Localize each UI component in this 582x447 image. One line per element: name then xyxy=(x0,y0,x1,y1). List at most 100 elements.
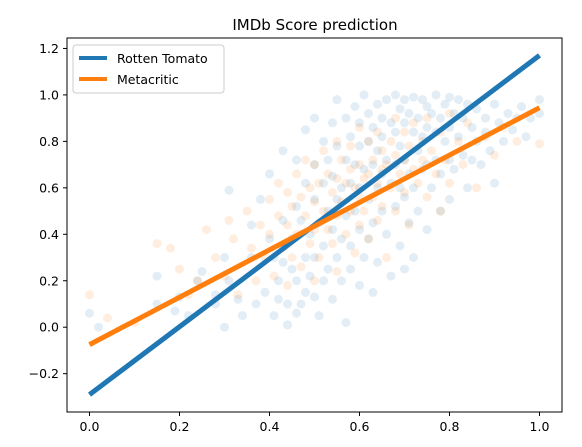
point-rotten-tomato-12 xyxy=(220,322,229,332)
point-metacritic-106 xyxy=(445,178,454,188)
point-metacritic-58 xyxy=(346,141,355,151)
point-metacritic-79 xyxy=(377,201,387,211)
point-metacritic-64 xyxy=(355,160,364,170)
point-rotten-tomato-31 xyxy=(283,299,292,309)
point-rotten-tomato-8 xyxy=(197,267,207,276)
point-metacritic-34 xyxy=(301,155,310,165)
point-rotten-tomato-143 xyxy=(427,109,436,118)
point-metacritic-32 xyxy=(296,192,306,202)
point-rotten-tomato-80 xyxy=(350,102,360,111)
point-metacritic-37 xyxy=(305,239,315,249)
point-metacritic-26 xyxy=(283,220,292,230)
point-rotten-tomato-165 xyxy=(467,122,477,132)
point-rotten-tomato-42 xyxy=(301,178,310,188)
point-metacritic-112 xyxy=(490,150,499,160)
point-rotten-tomato-149 xyxy=(436,169,445,179)
point-metacritic-77 xyxy=(377,146,387,156)
point-rotten-tomato-47 xyxy=(310,113,319,123)
point-rotten-tomato-30 xyxy=(278,257,288,267)
point-rotten-tomato-106 xyxy=(377,206,387,216)
point-metacritic-0 xyxy=(85,290,94,300)
point-metacritic-19 xyxy=(265,194,274,204)
point-rotten-tomato-170 xyxy=(481,113,490,123)
y-tick-label-6: 1.0 xyxy=(39,87,59,102)
point-rotten-tomato-21 xyxy=(260,287,270,297)
point-rotten-tomato-1 xyxy=(94,322,103,332)
point-rotten-tomato-87 xyxy=(355,280,364,290)
point-metacritic-84 xyxy=(391,113,400,123)
point-metacritic-29 xyxy=(287,253,297,262)
point-rotten-tomato-0 xyxy=(85,308,94,318)
point-rotten-tomato-43 xyxy=(301,253,310,262)
point-metacritic-108 xyxy=(458,160,468,170)
chart-title: IMDb Score prediction xyxy=(232,16,397,34)
point-rotten-tomato-94 xyxy=(364,234,373,244)
point-metacritic-53 xyxy=(332,267,342,276)
point-metacritic-45 xyxy=(319,206,328,216)
point-rotten-tomato-92 xyxy=(364,136,373,146)
point-metacritic-17 xyxy=(256,220,265,230)
point-metacritic-30 xyxy=(292,169,301,179)
point-metacritic-1 xyxy=(103,313,112,323)
point-rotten-tomato-79 xyxy=(346,264,355,274)
point-rotten-tomato-14 xyxy=(224,276,234,286)
point-rotten-tomato-53 xyxy=(314,311,324,321)
point-metacritic-16 xyxy=(251,276,261,286)
point-metacritic-88 xyxy=(400,127,409,137)
point-rotten-tomato-72 xyxy=(341,113,351,123)
x-tick-label-4: 0.8 xyxy=(440,419,460,434)
point-metacritic-21 xyxy=(269,271,279,281)
point-rotten-tomato-104 xyxy=(377,132,387,142)
legend-label-metacritic: Metacritic xyxy=(117,72,179,87)
point-metacritic-72 xyxy=(368,155,378,165)
point-rotten-tomato-71 xyxy=(337,276,346,286)
x-tick-label-0: 0.0 xyxy=(80,419,100,434)
point-metacritic-54 xyxy=(337,155,346,165)
point-rotten-tomato-28 xyxy=(278,146,288,156)
point-rotten-tomato-109 xyxy=(382,229,391,239)
point-rotten-tomato-125 xyxy=(400,264,409,274)
point-rotten-tomato-117 xyxy=(395,104,405,114)
point-rotten-tomato-177 xyxy=(503,109,513,118)
point-rotten-tomato-11 xyxy=(220,253,229,262)
point-rotten-tomato-136 xyxy=(418,95,427,105)
point-rotten-tomato-162 xyxy=(458,150,468,160)
point-metacritic-25 xyxy=(283,188,292,197)
point-metacritic-110 xyxy=(472,183,481,193)
point-metacritic-5 xyxy=(175,264,184,274)
point-rotten-tomato-133 xyxy=(413,113,423,123)
point-rotten-tomato-13 xyxy=(224,185,234,195)
point-rotten-tomato-135 xyxy=(413,206,423,216)
point-metacritic-87 xyxy=(395,169,405,179)
y-tick-label-5: 0.8 xyxy=(39,134,59,149)
point-metacritic-115 xyxy=(535,139,544,149)
point-metacritic-50 xyxy=(332,136,342,146)
point-metacritic-8 xyxy=(202,225,211,235)
point-metacritic-59 xyxy=(346,164,355,174)
point-rotten-tomato-7 xyxy=(193,276,202,286)
point-rotten-tomato-98 xyxy=(368,287,378,297)
point-rotten-tomato-69 xyxy=(337,183,346,193)
point-rotten-tomato-90 xyxy=(359,253,369,262)
point-rotten-tomato-151 xyxy=(440,99,450,109)
point-rotten-tomato-96 xyxy=(368,160,378,170)
point-metacritic-35 xyxy=(301,211,310,221)
point-rotten-tomato-17 xyxy=(247,220,256,230)
point-rotten-tomato-44 xyxy=(301,287,310,297)
point-rotten-tomato-82 xyxy=(350,206,360,216)
point-rotten-tomato-49 xyxy=(310,194,319,204)
point-rotten-tomato-164 xyxy=(463,183,472,193)
point-rotten-tomato-158 xyxy=(449,164,459,174)
point-metacritic-23 xyxy=(274,211,283,221)
point-rotten-tomato-36 xyxy=(292,201,301,211)
point-metacritic-38 xyxy=(310,160,319,170)
x-tick-label-1: 0.2 xyxy=(170,419,190,434)
point-metacritic-85 xyxy=(391,150,400,160)
point-rotten-tomato-39 xyxy=(296,215,306,225)
point-metacritic-66 xyxy=(355,220,364,230)
y-tick-label-3: 0.4 xyxy=(39,227,59,242)
point-metacritic-105 xyxy=(445,109,454,118)
point-rotten-tomato-22 xyxy=(265,169,274,179)
point-rotten-tomato-77 xyxy=(346,178,355,188)
point-rotten-tomato-97 xyxy=(368,218,378,228)
